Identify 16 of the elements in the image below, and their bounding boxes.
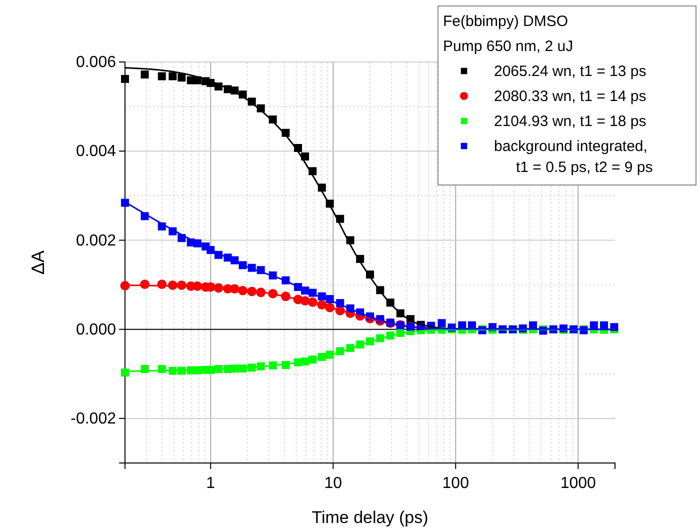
x-tick-label: 100: [442, 475, 470, 492]
y-tick-label: 0.006: [76, 54, 116, 72]
x-tick-label: 1000: [560, 475, 596, 492]
y-tick-label: 0.002: [76, 232, 116, 250]
x-tick-label: 10: [324, 475, 342, 492]
x-axis-title: Time delay (ps): [312, 508, 428, 527]
x-tick-label: 1: [206, 475, 216, 492]
legend-label: 2104.93 wn, t1 = 18 ps: [494, 113, 646, 130]
y-tick-label: 0.000: [76, 321, 116, 338]
y-tick-label: -0.002: [70, 410, 116, 428]
legend-label: 2080.33 wn, t1 = 14 ps: [494, 88, 646, 105]
y-tick-label: 0.004: [76, 143, 116, 160]
y-axis-title: ΔA: [28, 250, 48, 275]
legend-label: 2065.24 wn, t1 = 13 ps: [494, 63, 646, 80]
legend-label: background integrated, t1 = 0.5 ps, t2 = 9 ps: [494, 138, 653, 176]
legend-title: Fe(bbimpy) DMSO Pump 650 nm, 2 uJ: [443, 13, 574, 55]
